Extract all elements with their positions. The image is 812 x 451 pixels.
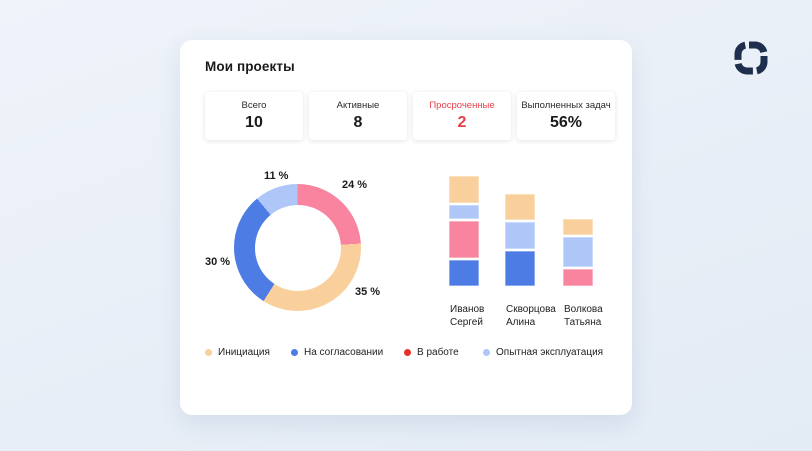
stat-card-active[interactable]: Активные 8: [309, 92, 407, 140]
stat-label: Активные: [336, 100, 380, 111]
donut-label-pilot: 11 %: [264, 170, 289, 182]
legend-item-approval[interactable]: На согласовании: [291, 346, 383, 358]
bar-segment: [505, 251, 535, 286]
stat-card-overdue[interactable]: Просроченные 2: [413, 92, 511, 140]
stat-value: 56%: [549, 114, 583, 131]
bar-stack: [563, 219, 593, 286]
legend-dot-icon: [483, 348, 490, 356]
page-title: Мои проекты: [205, 59, 295, 74]
stat-label: Всего: [241, 100, 267, 111]
stats-row: Всего 10 Активные 8 Просроченные 2 Выпол…: [205, 92, 615, 140]
bar-segment: [505, 194, 535, 220]
legend-item-in-progress[interactable]: В работе: [404, 346, 459, 358]
donut-label-initiation: 35 %: [355, 286, 381, 298]
bar-segment: [449, 205, 479, 219]
bar-segment: [449, 176, 479, 203]
bar-category-label: Скворцова Алина: [506, 304, 556, 328]
legend-dot-icon: [404, 348, 411, 356]
bar-stack: [505, 194, 535, 286]
legend-item-pilot[interactable]: Опытная эксплуатация: [483, 346, 603, 358]
projects-card: Мои проекты Всего 10 Активные 8 Просроче…: [180, 40, 632, 415]
stat-label: Выполненных задач: [521, 100, 611, 111]
bar-segment: [449, 221, 479, 258]
bar-segment: [505, 222, 535, 249]
bar-stack: [449, 176, 479, 286]
stat-label: Просроченные: [429, 100, 495, 111]
donut-label-approval: 30 %: [205, 256, 231, 268]
bar-segment: [563, 237, 593, 267]
donut-hole: [254, 204, 341, 291]
legend-label: Опытная эксплуатация: [496, 346, 604, 358]
donut-label-in-progress: 24 %: [342, 179, 368, 191]
stat-card-tasks-done[interactable]: Выполненных задач 56%: [517, 92, 615, 140]
bar-segment: [563, 219, 593, 235]
legend-label: Инициация: [218, 346, 270, 358]
bar-category-label: Волкова Татьяна: [564, 304, 603, 328]
bar-segment: [563, 269, 593, 286]
legend-dot-icon: [205, 348, 212, 356]
stat-value: 2: [457, 114, 467, 131]
bar-segment: [449, 260, 479, 286]
legend-dot-icon: [291, 348, 298, 356]
app-logo-icon: [734, 41, 768, 75]
bar-category-label: Иванов Сергей: [450, 304, 485, 328]
legend-item-initiation[interactable]: Инициация: [205, 346, 270, 358]
stat-value: 8: [353, 114, 363, 131]
donut-chart: [234, 184, 361, 311]
stat-value: 10: [245, 114, 263, 131]
legend-label: В работе: [417, 346, 459, 358]
legend-label: На согласовании: [304, 346, 384, 358]
stat-card-total[interactable]: Всего 10: [205, 92, 303, 140]
